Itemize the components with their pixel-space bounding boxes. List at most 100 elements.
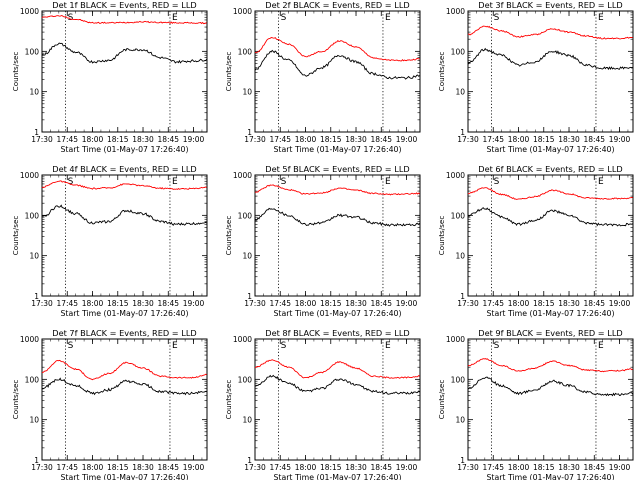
x-tick-label: 18:00: [82, 299, 104, 308]
x-tick-label: 19:00: [396, 463, 418, 472]
x-tick-label: 18:15: [320, 135, 342, 144]
x-tick-label: 18:15: [107, 135, 129, 144]
y-tick-label: 1: [34, 456, 39, 465]
y-tick-label: 10: [242, 416, 252, 425]
start-marker: S: [68, 177, 74, 187]
plot-frame: [41, 174, 208, 297]
y-axis-label: Counts/sec: [11, 380, 20, 420]
x-tick-label: 18:30: [558, 299, 580, 308]
plot-frame: [467, 10, 634, 133]
series-line-events: [467, 207, 633, 227]
x-tick-label: 17:45: [56, 299, 78, 308]
start-marker: S: [281, 341, 287, 351]
y-tick-label: 1: [460, 292, 465, 301]
plot-frame: [254, 10, 421, 133]
panel-title: Det 1f BLACK = Events, RED = LLD: [52, 0, 196, 10]
end-marker: E: [598, 13, 604, 23]
panel-title: Det 2f BLACK = Events, RED = LLD: [265, 0, 409, 10]
y-axis-label: Counts/sec: [11, 216, 20, 256]
series-line-lld: [254, 359, 420, 379]
plot-frame: [467, 174, 634, 297]
y-axis-label: Counts/sec: [11, 52, 20, 92]
x-tick-label: 18:45: [157, 463, 179, 472]
x-tick-label: 19:00: [396, 299, 418, 308]
detector-panel-1: Det 1f BLACK = Events, RED = LLD 1 10 100 10…: [11, 0, 208, 154]
y-tick-label: 1: [247, 128, 252, 137]
series-line-events: [254, 49, 420, 80]
x-axis-label: Start Time (01-May-07 17:26:40): [273, 145, 401, 154]
detector-panel-3: Det 3f BLACK = Events, RED = LLD 1 10 100 10…: [437, 0, 634, 154]
plot-frame: [41, 10, 208, 133]
y-axis-label: Counts/sec: [437, 52, 446, 92]
y-tick-label: 1000: [446, 335, 465, 344]
end-marker: E: [172, 13, 178, 23]
series-line-lld: [254, 184, 420, 196]
plot-frame: [254, 174, 421, 297]
x-tick-label: 18:15: [533, 135, 555, 144]
y-tick-label: 10: [455, 252, 465, 261]
x-tick-label: 17:45: [482, 135, 504, 144]
x-tick-label: 18:30: [345, 299, 367, 308]
x-tick-label: 17:30: [457, 463, 479, 472]
detector-panel-4: Det 4f BLACK = Events, RED = LLD 1 10 100 10…: [11, 164, 208, 318]
series-line-lld: [41, 180, 207, 190]
x-tick-label: 18:45: [370, 135, 392, 144]
y-axis-label: Counts/sec: [224, 380, 233, 420]
series-line-events: [467, 376, 634, 397]
x-tick-label: 17:30: [244, 135, 266, 144]
x-tick-label: 17:45: [269, 135, 291, 144]
x-tick-label: 17:45: [56, 463, 78, 472]
x-tick-label: 17:30: [457, 135, 479, 144]
x-tick-label: 19:00: [183, 135, 205, 144]
end-marker: E: [598, 177, 604, 187]
series-line-lld: [255, 37, 420, 62]
panel-title: Det 8f BLACK = Events, RED = LLD: [265, 328, 409, 338]
end-marker: E: [172, 177, 178, 187]
x-tick-label: 18:45: [370, 463, 392, 472]
y-tick-label: 10: [455, 416, 465, 425]
x-tick-label: 17:45: [482, 299, 504, 308]
detector-panel-8: Det 8f BLACK = Events, RED = LLD 1 10 100 10…: [224, 328, 421, 480]
series-line-events: [254, 374, 421, 395]
y-tick-label: 100: [451, 375, 466, 384]
x-tick-label: 17:30: [31, 299, 53, 308]
start-marker: S: [494, 341, 500, 351]
x-axis-label: Start Time (01-May-07 17:26:40): [486, 473, 614, 480]
panel-title: Det 3f BLACK = Events, RED = LLD: [478, 0, 622, 10]
panel-title: Det 7f BLACK = Events, RED = LLD: [52, 328, 196, 338]
series-line-lld: [41, 359, 207, 381]
y-tick-label: 1: [460, 128, 465, 137]
y-tick-label: 1000: [446, 7, 465, 16]
end-marker: E: [598, 341, 604, 351]
y-tick-label: 100: [238, 47, 253, 56]
y-tick-label: 1000: [446, 171, 465, 180]
x-axis-label: Start Time (01-May-07 17:26:40): [60, 309, 188, 318]
x-axis-label: Start Time (01-May-07 17:26:40): [273, 473, 401, 480]
y-tick-label: 100: [25, 47, 40, 56]
end-marker: E: [385, 13, 391, 23]
x-axis-label: Start Time (01-May-07 17:26:40): [60, 145, 188, 154]
x-tick-label: 18:30: [558, 135, 580, 144]
x-tick-label: 19:00: [183, 463, 205, 472]
panel-title: Det 6f BLACK = Events, RED = LLD: [478, 164, 622, 174]
series-line-events: [41, 204, 207, 226]
y-tick-label: 1000: [20, 171, 39, 180]
x-tick-label: 17:30: [244, 463, 266, 472]
x-tick-label: 18:45: [157, 299, 179, 308]
detector-panel-2: Det 2f BLACK = Events, RED = LLD 1 10 100 10…: [224, 0, 421, 154]
x-tick-label: 19:00: [396, 135, 418, 144]
y-tick-label: 1: [247, 456, 252, 465]
x-tick-label: 18:30: [132, 135, 154, 144]
x-tick-label: 18:30: [132, 463, 154, 472]
x-tick-label: 18:15: [107, 299, 129, 308]
y-tick-label: 10: [242, 88, 252, 97]
y-tick-label: 1000: [233, 335, 252, 344]
start-marker: S: [68, 341, 74, 351]
y-tick-label: 1: [460, 456, 465, 465]
series-line-lld: [467, 25, 633, 40]
start-marker: S: [281, 13, 287, 23]
x-tick-label: 18:30: [345, 135, 367, 144]
detector-panel-6: Det 6f BLACK = Events, RED = LLD 1 10 100 10…: [437, 164, 634, 318]
y-axis-label: Counts/sec: [437, 216, 446, 256]
x-tick-label: 18:00: [508, 463, 530, 472]
